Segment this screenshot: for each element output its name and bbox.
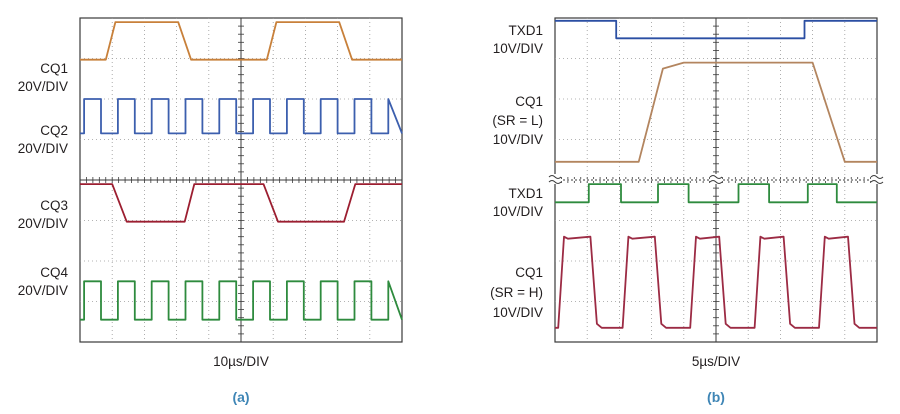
- panel-b-ch1-name: TXD1: [508, 23, 543, 38]
- panel-b-ch3-scale: 10V/DIV: [493, 204, 543, 219]
- panel-a-caption: (a): [232, 389, 249, 405]
- panel-a-ch4-name: CQ4: [40, 265, 68, 280]
- panel-a-xlabel: 10µs/DIV: [213, 354, 269, 369]
- panel-b-ch2-scale: 10V/DIV: [493, 132, 543, 147]
- panel-b-ch4-name: CQ1: [515, 265, 543, 280]
- panel-a-ch4-scale: 20V/DIV: [18, 283, 68, 298]
- panel-b-ch3-name: TXD1: [508, 186, 543, 201]
- panel-a-ch2-name: CQ2: [40, 123, 68, 138]
- panel-b-plot: [549, 18, 883, 342]
- panel-a-ch3-name: CQ3: [40, 198, 68, 213]
- panel-a-plot: [80, 18, 402, 342]
- panel-b-ch4-condition: (SR = H): [490, 285, 543, 300]
- panel-b-caption: (b): [707, 389, 725, 405]
- panel-b-ch2-name: CQ1: [515, 94, 543, 109]
- panel-b-ch2-condition: (SR = L): [492, 113, 543, 128]
- panel-a-ch1-scale: 20V/DIV: [18, 79, 68, 94]
- panel-a-ch3-scale: 20V/DIV: [18, 216, 68, 231]
- panel-b-xlabel: 5µs/DIV: [692, 354, 740, 369]
- panel-a-ch2-scale: 20V/DIV: [18, 141, 68, 156]
- panel-a-ch1-name: CQ1: [40, 61, 68, 76]
- panel-b-ch1-scale: 10V/DIV: [493, 41, 543, 56]
- panel-b-ch4-scale: 10V/DIV: [493, 305, 543, 320]
